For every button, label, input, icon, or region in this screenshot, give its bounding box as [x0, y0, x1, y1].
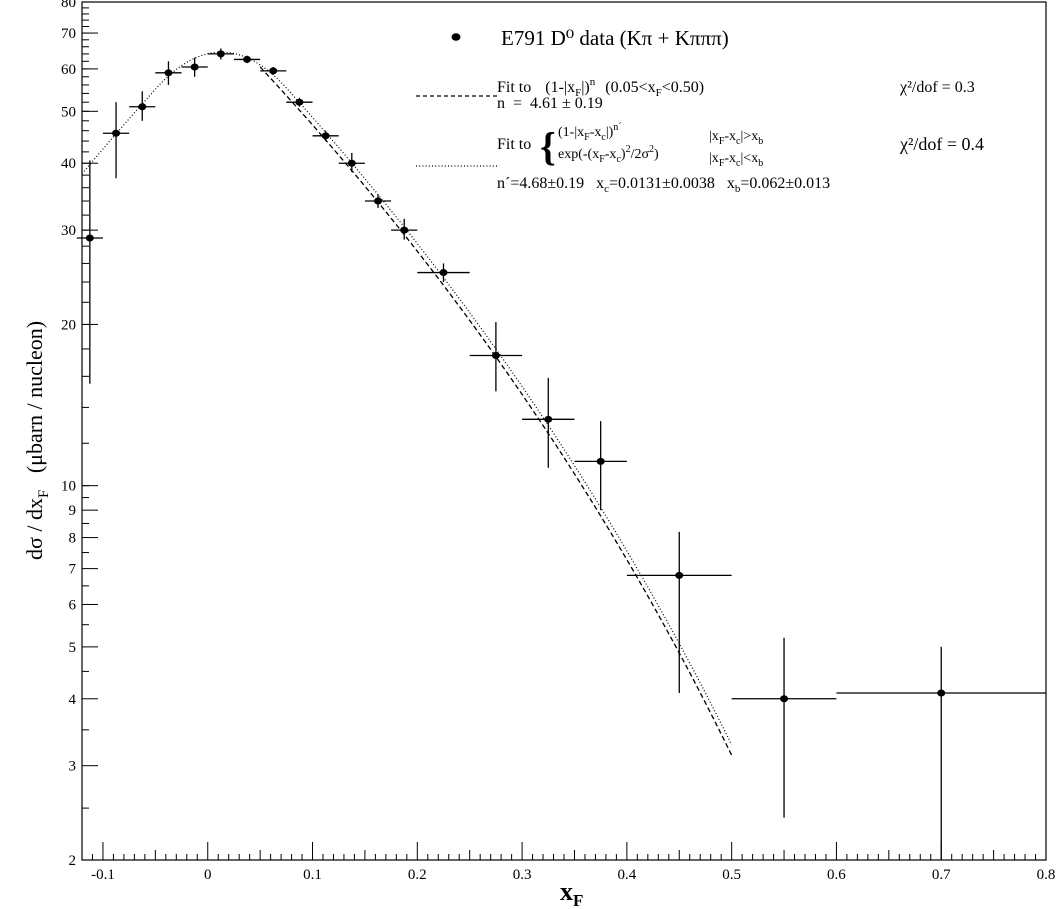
- y-tick-label: 70: [61, 26, 76, 42]
- legend-fit2-brace: {: [540, 124, 556, 169]
- legend-fit1-text: Fit to (1-|xF|)n (0.05<xF<0.50): [497, 76, 704, 99]
- data-marker: [321, 132, 330, 140]
- data-marker: [675, 571, 684, 579]
- data-points: [76, 48, 1046, 860]
- y-tick-label: 30: [61, 223, 76, 239]
- y-tick-label: 9: [69, 503, 77, 519]
- data-marker: [596, 457, 605, 465]
- y-tick-label: 8: [69, 531, 77, 547]
- y-tick-label: 7: [69, 562, 77, 578]
- data-marker: [544, 415, 553, 423]
- x-tick-label: 0.4: [617, 867, 636, 883]
- data-marker: [243, 55, 252, 63]
- data-point: [469, 322, 523, 392]
- data-marker: [400, 226, 409, 234]
- data-point: [626, 531, 732, 694]
- data-point: [391, 218, 418, 240]
- data-point: [417, 263, 470, 283]
- data-marker: [85, 234, 94, 242]
- data-point: [102, 102, 130, 179]
- y-axis-label-pre: dσ / dx: [22, 498, 47, 560]
- fit-gaussian-power-curve: [81, 51, 733, 746]
- y-axis-label: dσ / dxF (μbarn / nucleon): [22, 321, 52, 560]
- data-marker: [374, 197, 383, 205]
- data-point: [129, 91, 156, 121]
- data-marker: [347, 159, 356, 167]
- y-tick-label: 5: [69, 640, 77, 656]
- x-axis-label-main: x: [560, 877, 573, 906]
- y-axis-label-sub: F: [36, 490, 52, 498]
- x-tick-label: 0: [204, 867, 212, 883]
- y-tick-label: 4: [69, 692, 77, 708]
- legend-fit2-prefix: Fit to: [497, 136, 531, 153]
- data-marker: [190, 63, 199, 71]
- data-point: [260, 66, 287, 75]
- legend-data-label: E791 D⁰ data (Kπ + Kπππ): [501, 26, 729, 50]
- data-point: [181, 57, 208, 77]
- x-tick-label: 0.3: [513, 867, 532, 883]
- y-tick-label: 80: [61, 0, 76, 11]
- data-marker: [138, 103, 147, 111]
- data-point: [574, 421, 627, 511]
- data-point: [76, 160, 103, 384]
- legend-fit2-row1-cond: |xF-xc|>xb: [709, 129, 763, 147]
- x-tick-label: 0.5: [722, 867, 741, 883]
- data-marker: [112, 129, 121, 137]
- legend: E791 D⁰ data (Kπ + Kπππ) Fit to (1-|xF|)n…: [416, 26, 984, 195]
- x-tick-label: -0.1: [91, 867, 115, 883]
- legend-fit1-n: n = 4.61 ± 0.19: [497, 95, 603, 112]
- legend-fit2-chi: χ²/dof = 0.4: [899, 134, 984, 154]
- y-tick-label: 6: [69, 597, 77, 613]
- data-marker: [295, 98, 304, 106]
- x-axis-label: xF: [560, 877, 583, 909]
- data-marker: [491, 351, 500, 359]
- y-axis-label-post: (μbarn / nucleon): [22, 321, 47, 490]
- y-tick-label: 40: [61, 156, 76, 172]
- y-tick-label: 10: [61, 479, 76, 495]
- y-tick-label: 2: [69, 853, 77, 869]
- legend-fit2-params: n´=4.68±0.19 xc=0.0131±0.0038 xb=0.062±0…: [497, 175, 830, 195]
- legend-fit2-row2-cond: |xF-xc|<xb: [709, 151, 763, 169]
- y-tick-label: 20: [61, 317, 76, 333]
- data-point: [207, 48, 234, 60]
- axes-ticks: -0.1 0 0.1 0.2 0.3 0.4 0.5 0.6 0.7 0.8 2 3 4 5 6 7 8 9 10 2…: [61, 0, 1055, 883]
- x-tick-label: 0.2: [408, 867, 427, 883]
- legend-data-marker: [451, 33, 461, 41]
- data-marker: [216, 50, 225, 58]
- data-point: [233, 55, 261, 64]
- data-point: [731, 637, 837, 818]
- x-tick-label: 0.6: [827, 867, 846, 883]
- data-marker: [269, 67, 278, 75]
- legend-fit2-row1: (1-|xF-xc|)n´: [558, 122, 622, 143]
- data-marker: [780, 695, 789, 703]
- data-point: [286, 97, 313, 107]
- x-tick-label: 0.7: [932, 867, 951, 883]
- legend-fit1-chi: χ²/dof = 0.3: [899, 79, 975, 96]
- x-tick-label: 0.8: [1037, 867, 1056, 883]
- legend-fit2-row2: exp(-(xF-xc)2/2σ2): [558, 144, 659, 165]
- x-axis-label-sub: F: [573, 891, 583, 909]
- y-tick-label: 60: [61, 62, 76, 78]
- data-point: [836, 646, 1046, 860]
- data-point: [522, 377, 575, 468]
- fit-curves: [81, 51, 733, 756]
- data-marker: [164, 69, 173, 77]
- y-tick-label: 50: [61, 104, 76, 120]
- data-marker: [937, 689, 946, 697]
- data-point: [312, 130, 339, 142]
- fit-power-curve: [259, 66, 733, 756]
- x-tick-label: 0.1: [303, 867, 322, 883]
- y-tick-label: 3: [69, 759, 77, 775]
- data-point: [364, 194, 392, 208]
- data-point: [338, 152, 365, 173]
- data-point: [155, 61, 182, 85]
- data-marker: [439, 269, 448, 277]
